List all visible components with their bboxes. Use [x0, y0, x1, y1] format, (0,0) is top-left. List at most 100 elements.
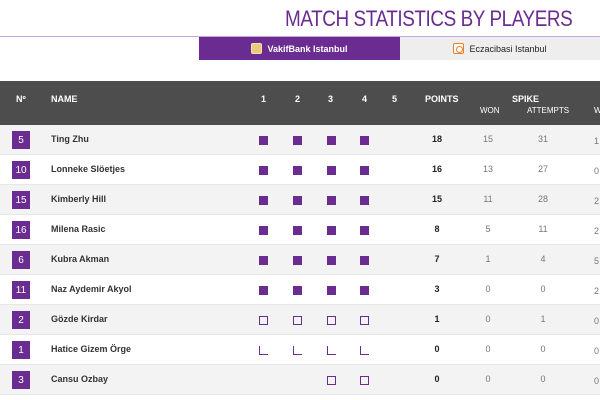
header-next-column: W — [594, 106, 600, 115]
header-set-5: 5 — [392, 94, 398, 104]
set-2-full-icon — [293, 196, 302, 205]
set-2-full-icon — [293, 226, 302, 235]
tab-home-team[interactable]: VakifBank Istanbul — [199, 37, 400, 60]
table-row: 3 Cansu Ozbay 0 0 0 0 — [0, 365, 600, 395]
next-column-value: 1 — [594, 136, 600, 145]
set-4-corner-icon — [360, 346, 369, 355]
set-3-empty-icon — [327, 376, 336, 385]
next-column-value: 2 — [594, 226, 600, 235]
player-number-badge: 5 — [12, 131, 30, 149]
player-name[interactable]: Cansu Ozbay — [51, 374, 109, 384]
header-set-4: 4 — [362, 94, 368, 104]
player-name[interactable]: Gözde Kirdar — [51, 314, 108, 324]
set-4-empty-icon — [360, 376, 369, 385]
header-spike-won: WON — [480, 106, 500, 115]
set-4-full-icon — [360, 286, 369, 295]
set-3-corner-icon — [327, 346, 336, 355]
player-name[interactable]: Lonneke Slöetjes — [51, 164, 126, 174]
points-value: 15 — [431, 194, 442, 204]
points-value: 8 — [434, 224, 440, 234]
next-column-value: 2 — [594, 196, 600, 205]
player-number-badge: 2 — [12, 311, 30, 329]
spike-attempts-value: 31 — [537, 134, 548, 144]
spike-won-value: 1 — [485, 254, 491, 264]
set-2-full-icon — [293, 286, 302, 295]
set-3-full-icon — [327, 136, 336, 145]
set-3-full-icon — [327, 256, 336, 265]
table-row: 2 Gözde Kirdar 1 0 1 0 — [0, 305, 600, 335]
spike-won-value: 0 — [485, 374, 491, 384]
spike-attempts-value: 11 — [538, 224, 548, 234]
points-value: 3 — [434, 284, 440, 294]
team-logo-icon — [453, 43, 465, 54]
next-column-value: 5 — [594, 256, 600, 265]
spike-won-value: 0 — [485, 314, 491, 324]
team-logo-icon — [251, 43, 263, 54]
set-1-corner-icon — [259, 346, 268, 355]
player-number-badge: 15 — [12, 191, 30, 209]
set-1-full-icon — [259, 166, 268, 175]
table-row: 6 Kubra Akman 7 1 4 5 — [0, 245, 600, 275]
spike-won-value: 0 — [485, 344, 491, 354]
header-name: NAME — [51, 94, 78, 104]
points-value: 7 — [434, 254, 440, 264]
spike-attempts-value: 1 — [540, 314, 546, 324]
player-name[interactable]: Milena Rasic — [51, 224, 106, 234]
player-number-badge: 11 — [12, 281, 30, 299]
set-2-full-icon — [293, 166, 302, 175]
spike-won-value: 11 — [483, 194, 493, 204]
set-4-full-icon — [360, 136, 369, 145]
page-title: MATCH STATISTICS BY PLAYERS — [285, 6, 573, 31]
table-row: 16 Milena Rasic 8 5 11 2 — [0, 215, 600, 245]
set-2-empty-icon — [293, 316, 302, 325]
player-name[interactable]: Kubra Akman — [51, 254, 110, 264]
player-name[interactable]: Ting Zhu — [51, 134, 89, 144]
player-name[interactable]: Hatice Gizem Örge — [51, 344, 132, 354]
points-value: 16 — [431, 164, 442, 174]
set-3-full-icon — [327, 196, 336, 205]
set-3-full-icon — [327, 226, 336, 235]
set-4-full-icon — [360, 196, 369, 205]
header-set-3: 3 — [328, 94, 334, 104]
points-value: 0 — [434, 344, 440, 354]
set-2-full-icon — [293, 256, 302, 265]
header-points: POINTS — [425, 94, 459, 104]
tab-away-team[interactable]: Eczacibasi Istanbul — [400, 37, 600, 60]
player-number-badge: 10 — [12, 161, 30, 179]
spike-won-value: 0 — [485, 284, 491, 294]
set-1-full-icon — [259, 256, 268, 265]
set-4-full-icon — [360, 256, 369, 265]
set-4-full-icon — [360, 166, 369, 175]
spike-attempts-value: 0 — [540, 374, 546, 384]
team-tabs: VakifBank Istanbul Eczacibasi Istanbul — [0, 36, 600, 60]
player-number-badge: 16 — [12, 221, 30, 239]
table-row: 11 Naz Aydemir Akyol 3 0 0 2 — [0, 275, 600, 305]
header-set-1: 1 — [261, 94, 267, 104]
stats-table-header: Nº NAME 1 2 3 4 5 POINTS SPIKE WON ATTEM… — [0, 81, 600, 125]
header-spike: SPIKE — [512, 94, 540, 104]
set-4-full-icon — [360, 226, 369, 235]
player-number-badge: 6 — [12, 251, 30, 269]
tab-home-team-label: VakifBank Istanbul — [267, 43, 348, 54]
next-column-value: 2 — [594, 286, 600, 295]
points-value: 1 — [434, 314, 440, 324]
player-number-badge: 3 — [12, 371, 30, 389]
set-3-full-icon — [327, 286, 336, 295]
set-4-empty-icon — [360, 316, 369, 325]
set-2-corner-icon — [293, 346, 302, 355]
spike-attempts-value: 0 — [540, 344, 546, 354]
spike-attempts-value: 4 — [540, 254, 546, 264]
set-1-full-icon — [259, 286, 268, 295]
page-title-bar: MATCH STATISTICS BY PLAYERS — [0, 4, 600, 32]
set-1-empty-icon — [259, 316, 268, 325]
set-2-full-icon — [293, 136, 302, 145]
player-name[interactable]: Naz Aydemir Akyol — [51, 284, 132, 294]
header-spike-attempts: ATTEMPTS — [527, 106, 570, 115]
next-column-value: 0 — [594, 166, 600, 175]
player-name[interactable]: Kimberly Hill — [51, 194, 107, 204]
next-column-value: 0 — [594, 346, 600, 355]
spike-attempts-value: 28 — [537, 194, 548, 204]
header-number: Nº — [16, 94, 26, 104]
set-3-empty-icon — [327, 316, 336, 325]
table-row: 1 Hatice Gizem Örge 0 0 0 0 — [0, 335, 600, 365]
